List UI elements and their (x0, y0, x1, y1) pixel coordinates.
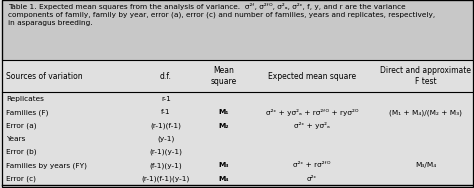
Text: σ²ᶜ + yσ²ₐ + rσ²ᶠᴼ + ryσ²ᴼ: σ²ᶜ + yσ²ₐ + rσ²ᶠᴼ + ryσ²ᴼ (265, 109, 358, 116)
Text: M₂: M₂ (219, 123, 229, 129)
Text: Families by years (FY): Families by years (FY) (6, 162, 87, 169)
Text: Error (c): Error (c) (6, 175, 36, 182)
Text: σ²ᶜ + rσ²ᶠᴼ: σ²ᶜ + rσ²ᶠᴼ (293, 162, 330, 168)
Text: Years: Years (6, 136, 26, 142)
Text: r-1: r-1 (161, 96, 171, 102)
Text: Sources of variation: Sources of variation (6, 72, 83, 80)
Text: σ²ᶜ + yσ²ₐ: σ²ᶜ + yσ²ₐ (294, 122, 330, 129)
Text: (r-1)(f-1)(y-1): (r-1)(f-1)(y-1) (142, 175, 190, 182)
Text: d.f.: d.f. (160, 72, 172, 80)
Text: Replicates: Replicates (6, 96, 44, 102)
Text: Error (b): Error (b) (6, 149, 37, 155)
Text: (y-1): (y-1) (157, 136, 174, 142)
Text: Error (a): Error (a) (6, 122, 37, 129)
Text: M₃: M₃ (219, 162, 229, 168)
Text: Expected mean square: Expected mean square (268, 72, 356, 80)
Text: (r-1)(y-1): (r-1)(y-1) (149, 149, 182, 155)
Text: Mean
square: Mean square (210, 66, 237, 86)
Text: M₄: M₄ (219, 176, 229, 182)
Text: (r-1)(f-1): (r-1)(f-1) (150, 122, 182, 129)
Text: σ²ᶜ: σ²ᶜ (307, 176, 317, 182)
Text: f-1: f-1 (161, 109, 171, 115)
Text: Direct and approximate
F test: Direct and approximate F test (381, 66, 472, 86)
Text: M₁: M₁ (219, 109, 229, 115)
Text: Table 1. Expected mean squares from the analysis of variance.  σ²ᶠ, σ²ᶠᴼ, σ²ₐ, σ: Table 1. Expected mean squares from the … (8, 3, 435, 26)
Text: M₃/M₄: M₃/M₄ (415, 162, 437, 168)
FancyBboxPatch shape (2, 0, 473, 60)
Text: (M₁ + M₄)/(M₂ + M₃): (M₁ + M₄)/(M₂ + M₃) (390, 109, 463, 116)
Text: (f-1)(y-1): (f-1)(y-1) (150, 162, 182, 169)
Text: Families (F): Families (F) (6, 109, 49, 116)
